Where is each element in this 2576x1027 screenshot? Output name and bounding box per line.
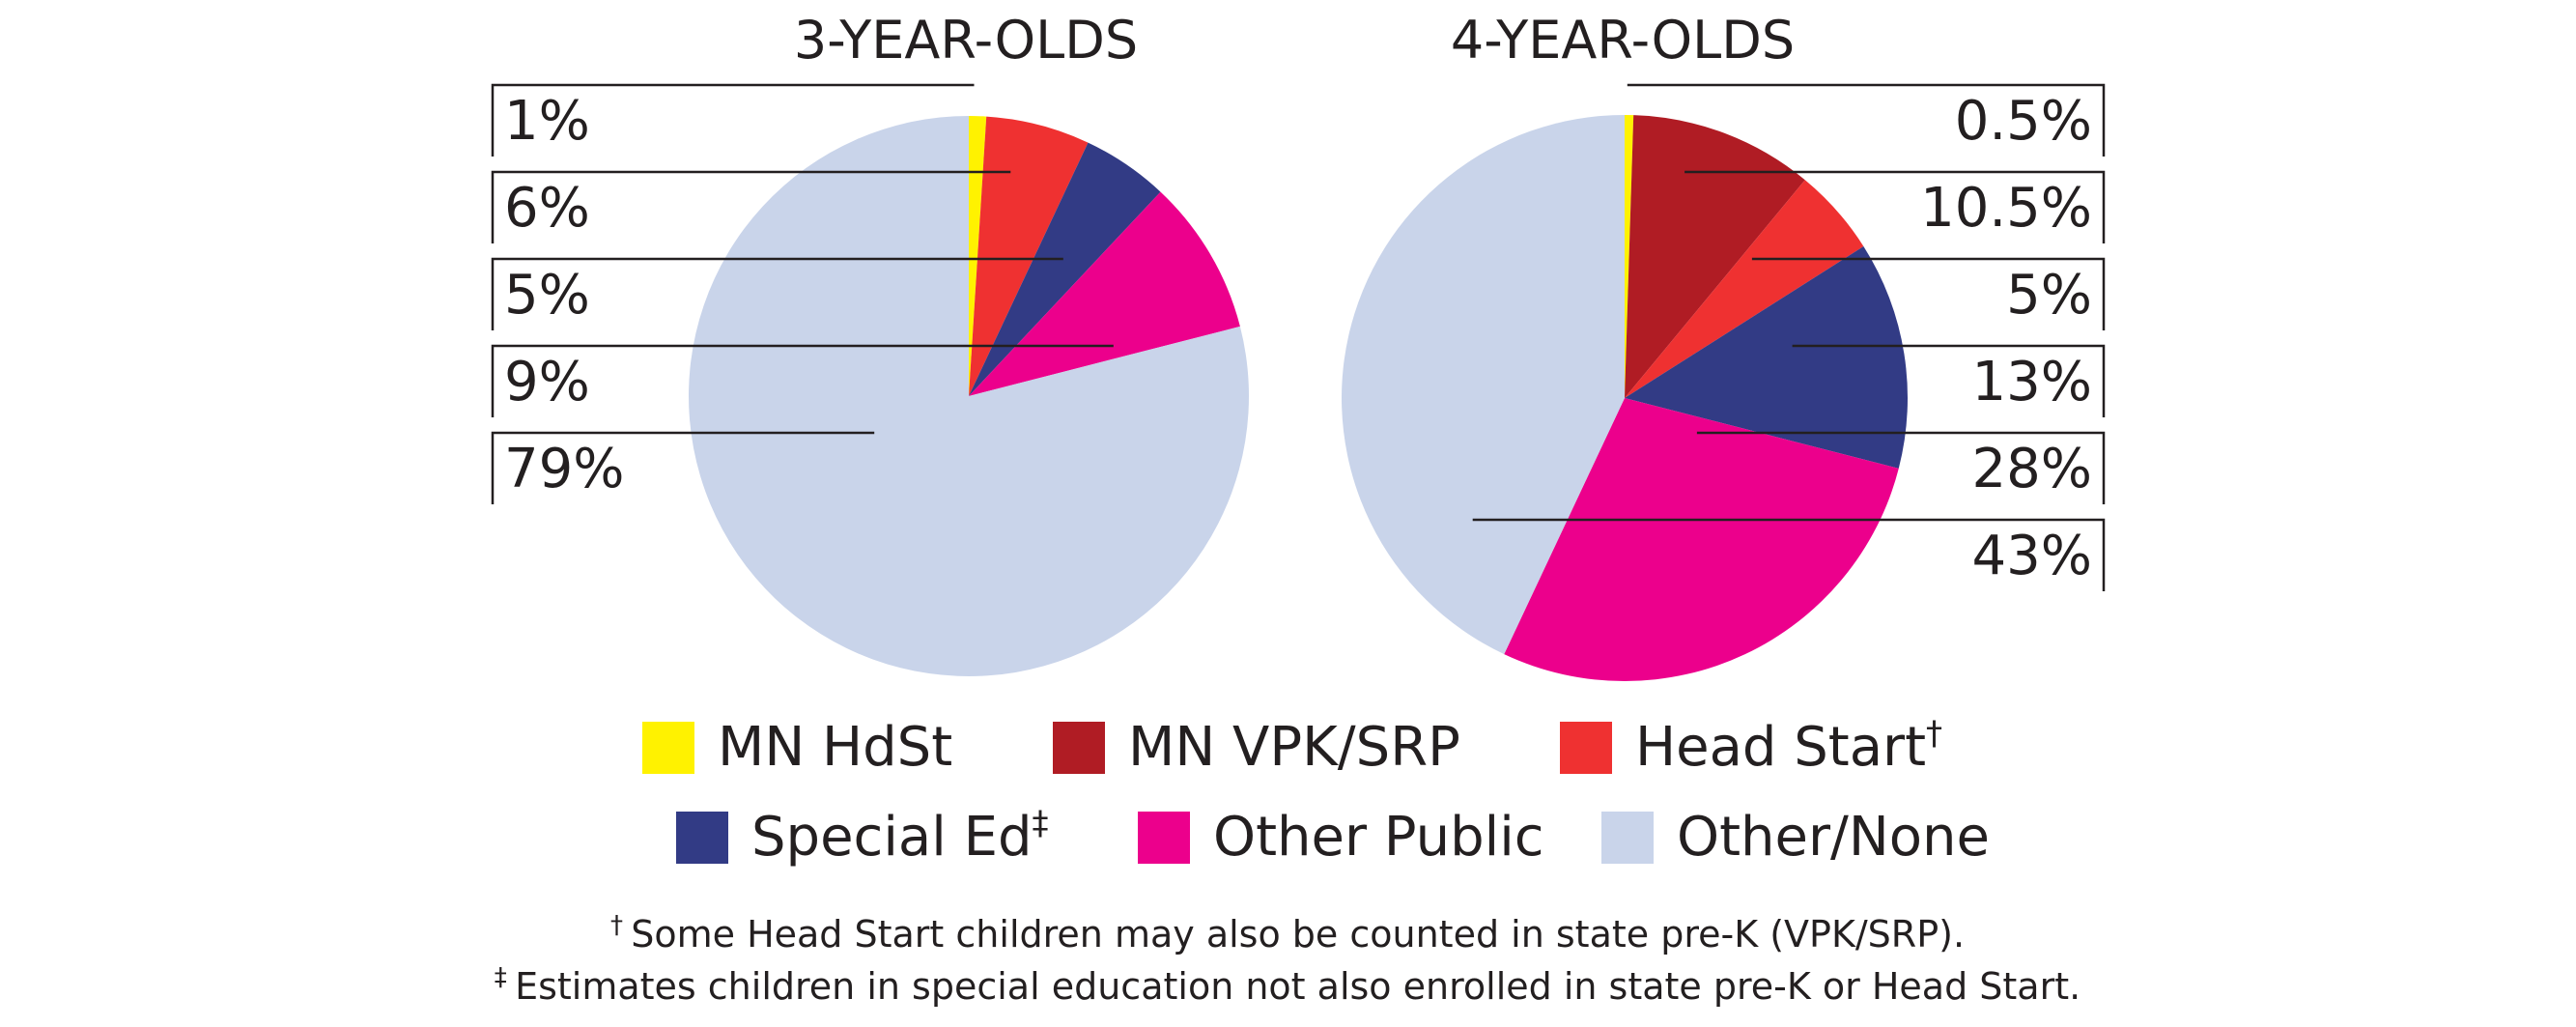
legend-swatch (1601, 812, 1654, 864)
pie-slice-other-none (689, 116, 1250, 676)
legend-label: MN HdSt (718, 716, 952, 779)
data-label-other-none: 43% (1972, 525, 2092, 587)
data-label-mn-hdst: 0.5% (1955, 90, 2092, 153)
legend-label: Special Ed‡ (751, 804, 1049, 869)
leader-line (1751, 257, 2106, 330)
data-label-other-none: 79% (504, 438, 624, 500)
leader-line (491, 83, 975, 157)
legend-item-mn-hdst: MN HdSt (642, 716, 952, 779)
leader-line (1627, 83, 2106, 157)
pie-slice-head-start (969, 116, 1089, 396)
legend: MN HdSt MN VPK/SRP Head Start† Special Ed‡ O… (642, 714, 1990, 869)
legend-item-mn-vpk-srp: MN VPK/SRP (1053, 716, 1460, 779)
leader-line (491, 170, 1011, 243)
leader-line (491, 344, 1114, 417)
pie-title: 3-YEAR-OLDS (794, 10, 1138, 71)
legend-item-other-none: Other/None (1601, 806, 1990, 869)
leader-line (491, 257, 1063, 330)
legend-label: Head Start† (1635, 714, 1942, 779)
data-label-special-ed: 13% (1972, 351, 2092, 414)
legend-item-head-start: Head Start† (1560, 714, 1942, 779)
pie-slice-special-ed (969, 142, 1161, 396)
leader-line (1472, 518, 2106, 591)
data-label-mn-hdst: 1% (504, 90, 590, 153)
legend-label: Other/None (1677, 806, 1990, 869)
legend-footnote-mark: ‡ (1033, 804, 1049, 842)
legend-item-other-public: Other Public (1138, 806, 1544, 869)
leader-line (1792, 344, 2106, 417)
pie-slice-mn-hdst (969, 116, 987, 396)
data-label-special-ed: 5% (504, 264, 590, 327)
data-label-head-start: 6% (504, 177, 590, 240)
leader-line (1684, 170, 2106, 243)
legend-label: Other Public (1213, 806, 1544, 869)
legend-footnote-mark: † (1926, 714, 1942, 753)
pie-slice-other-public (1504, 398, 1899, 681)
leader-line (491, 431, 875, 504)
footnotes: † Some Head Start children may also be c… (495, 911, 2081, 1008)
legend-swatch (676, 812, 728, 864)
pie-title: 4-YEAR-OLDS (1451, 10, 1795, 71)
data-label-other-public: 28% (1972, 438, 2092, 500)
legend-swatch (1138, 812, 1190, 864)
pie-chart-3-year-olds: 3-YEAR-OLDS 1% 6% 5% 9% 79% (491, 10, 1250, 676)
legend-swatch (642, 722, 694, 774)
pie-slice-mn-hdst (1625, 114, 1634, 398)
footnote: ‡ Estimates children in special educatio… (495, 963, 2081, 1008)
leader-line (1696, 431, 2106, 504)
pie-slice-mn-vpk-srp (1625, 115, 1805, 398)
data-label-mn-vpk-srp: 10.5% (1920, 177, 2092, 240)
data-label-other-public: 9% (504, 351, 590, 414)
legend-swatch (1560, 722, 1612, 774)
footnote: † Some Head Start children may also be c… (610, 911, 1965, 956)
legend-swatch (1053, 722, 1105, 774)
pie-slice-special-ed (1625, 246, 1908, 469)
pie-chart-4-year-olds: 4-YEAR-OLDS 0.5% 10.5% 5% 13% 28% 43% (1342, 10, 2106, 681)
data-label-head-start: 5% (2006, 264, 2092, 327)
legend-label: MN VPK/SRP (1128, 716, 1460, 779)
pie-slice-head-start (1625, 180, 1864, 398)
legend-item-special-ed: Special Ed‡ (676, 804, 1049, 869)
